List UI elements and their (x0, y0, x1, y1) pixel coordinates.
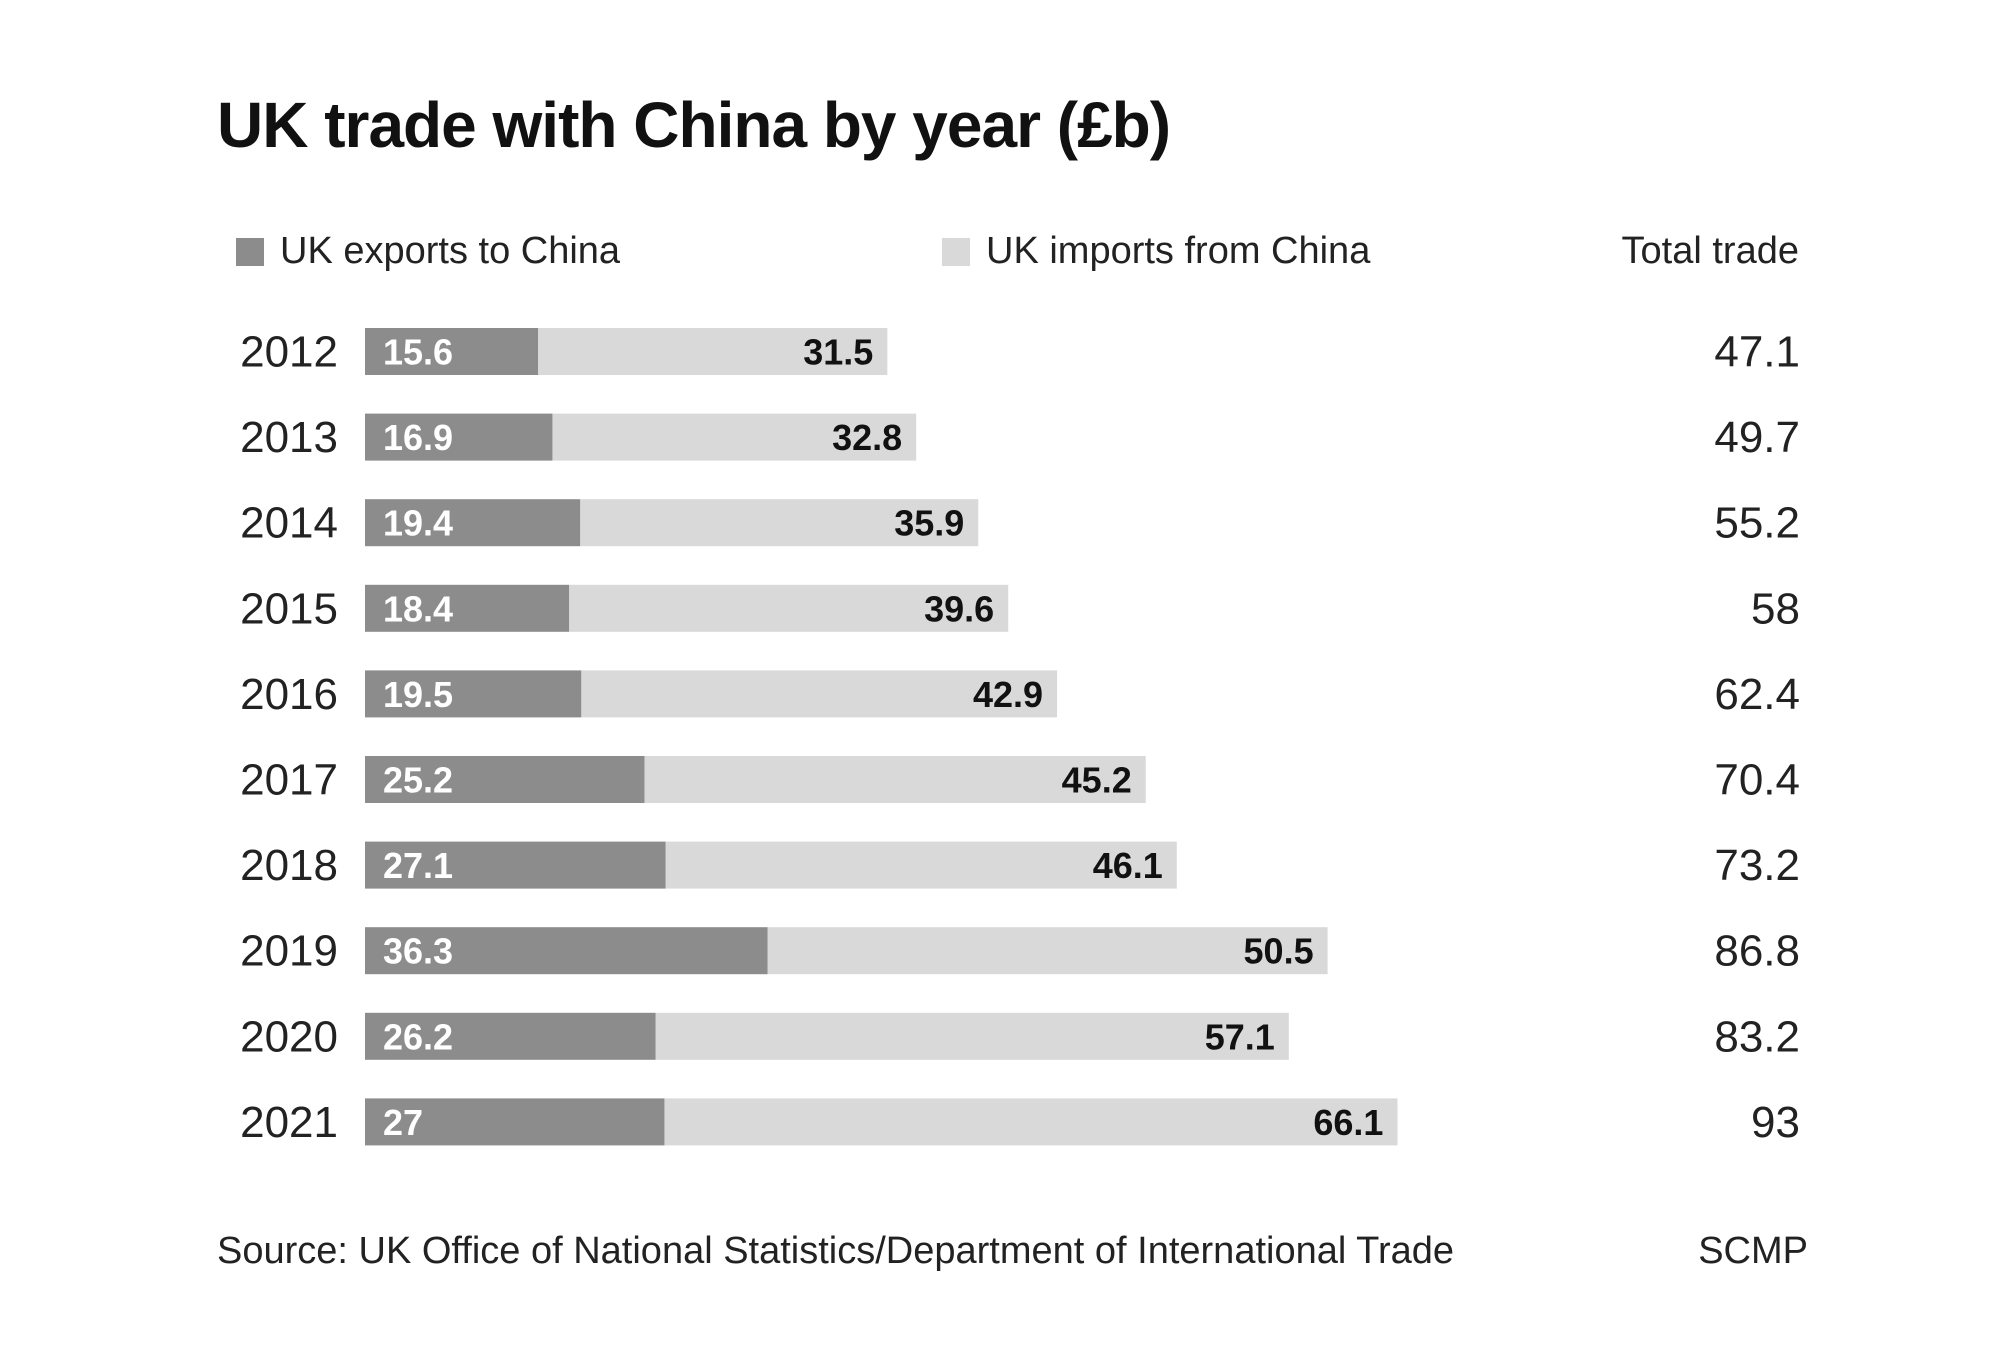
year-label: 2016 (240, 670, 338, 719)
imports-value-label: 42.9 (973, 674, 1043, 715)
year-label: 2014 (240, 499, 338, 548)
imports-value-label: 66.1 (1313, 1102, 1383, 1143)
total-value-label: 47.1 (1714, 328, 1800, 377)
imports-bar (655, 1012, 1289, 1060)
exports-bar (365, 1098, 665, 1146)
exports-bar (365, 413, 553, 461)
exports-bar (365, 584, 570, 632)
total-value-label: 93 (1751, 1098, 1800, 1147)
year-label: 2012 (240, 328, 338, 377)
exports-bar (365, 328, 539, 375)
legend-exports-swatch (236, 238, 264, 266)
legend-imports-label: UK imports from China (986, 230, 1371, 272)
exports-bar (365, 1012, 656, 1060)
imports-bar (538, 328, 888, 375)
exports-value-label: 27.1 (383, 845, 453, 886)
imports-bar (644, 756, 1146, 803)
exports-bar (365, 927, 768, 975)
total-value-label: 83.2 (1714, 1012, 1800, 1061)
imports-value-label: 45.2 (1062, 760, 1132, 801)
exports-value-label: 15.6 (383, 332, 453, 373)
total-value-label: 62.4 (1714, 670, 1800, 719)
exports-value-label: 27 (383, 1102, 423, 1143)
imports-value-label: 57.1 (1205, 1016, 1275, 1057)
legend-exports-label: UK exports to China (280, 230, 621, 272)
imports-value-label: 31.5 (803, 332, 873, 373)
exports-value-label: 19.5 (383, 674, 453, 715)
legend-imports-swatch (942, 238, 970, 266)
exports-bar (365, 756, 645, 803)
total-value-label: 73.2 (1714, 841, 1800, 890)
brand-label: SCMP (1698, 1230, 1808, 1272)
exports-value-label: 18.4 (383, 588, 453, 629)
year-label: 2017 (240, 756, 338, 805)
exports-value-label: 16.9 (383, 417, 453, 458)
year-label: 2013 (240, 413, 338, 462)
legend-exports: UK exports to China (236, 230, 620, 273)
exports-bar (365, 670, 582, 718)
year-label: 2015 (240, 584, 338, 633)
year-label: 2019 (240, 927, 338, 976)
chart-title: UK trade with China by year (£b) (217, 89, 1171, 161)
total-value-label: 70.4 (1714, 756, 1800, 805)
legend-imports: UK imports from China (942, 230, 1370, 273)
exports-bar (365, 499, 581, 547)
imports-value-label: 32.8 (832, 417, 902, 458)
exports-bar (365, 841, 666, 889)
exports-value-label: 19.4 (383, 503, 453, 544)
exports-value-label: 26.2 (383, 1016, 453, 1057)
imports-bar (664, 1098, 1398, 1146)
total-value-label: 49.7 (1714, 413, 1800, 462)
imports-bar (569, 584, 1009, 632)
imports-bar (581, 670, 1058, 718)
imports-value-label: 39.6 (924, 588, 994, 629)
imports-value-label: 50.5 (1244, 931, 1314, 972)
imports-bar (665, 841, 1177, 889)
total-value-label: 86.8 (1714, 927, 1800, 976)
imports-value-label: 46.1 (1093, 845, 1163, 886)
year-label: 2020 (240, 1012, 338, 1061)
exports-value-label: 25.2 (383, 760, 453, 801)
source-note: Source: UK Office of National Statistics… (217, 1230, 1455, 1272)
year-label: 2021 (240, 1098, 338, 1147)
imports-bar (767, 927, 1328, 975)
total-value-label: 55.2 (1714, 499, 1800, 548)
exports-value-label: 36.3 (383, 931, 453, 972)
year-label: 2018 (240, 841, 338, 890)
imports-value-label: 35.9 (894, 503, 964, 544)
total-value-label: 58 (1751, 584, 1800, 633)
imports-bar (552, 413, 917, 461)
total-trade-header: Total trade (1621, 230, 1799, 272)
imports-bar (580, 499, 979, 547)
